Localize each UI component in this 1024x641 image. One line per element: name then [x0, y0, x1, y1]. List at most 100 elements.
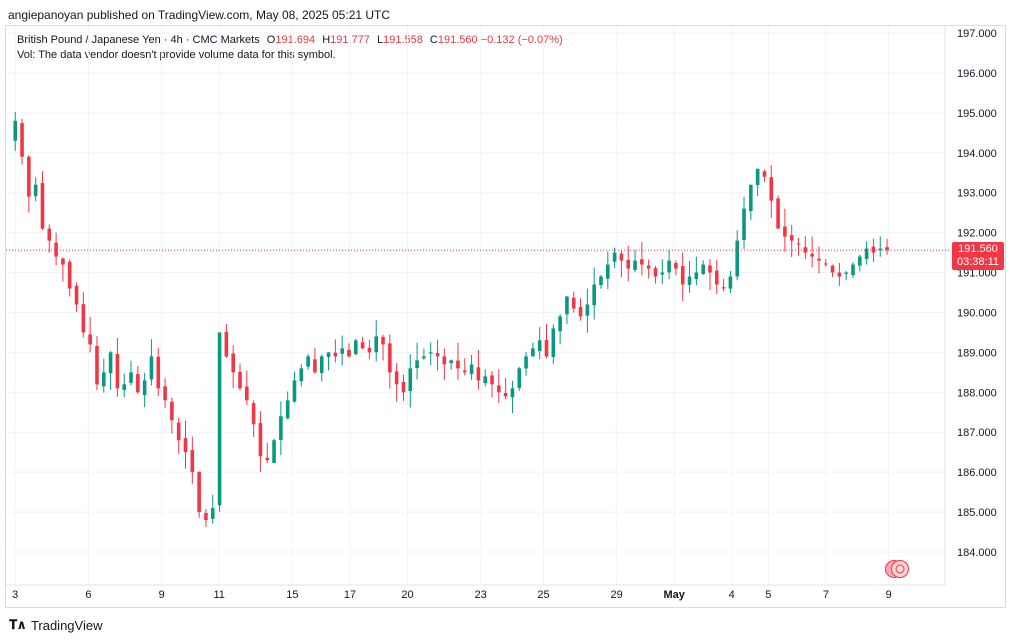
symbol-legend: British Pound / Japanese Yen · 4h · CMC …	[17, 33, 563, 63]
change-value: −0.132 (−0.07%)	[480, 34, 563, 46]
candle-body	[217, 332, 222, 506]
candle-body	[170, 401, 174, 421]
candle-body	[619, 253, 624, 261]
candle-body	[224, 331, 229, 357]
candle-body	[640, 259, 644, 265]
candle-body	[279, 416, 283, 440]
candle-body	[442, 356, 447, 365]
candle-body	[612, 252, 617, 262]
candle-body	[299, 368, 304, 382]
candle-body	[483, 376, 488, 384]
candle-body	[837, 272, 842, 277]
candle-body	[122, 384, 127, 390]
candle-body	[333, 352, 338, 357]
candle-body	[517, 368, 522, 388]
candle-body	[353, 340, 358, 355]
candle-body	[313, 359, 317, 373]
candle-body	[394, 371, 399, 385]
candle-body	[319, 356, 324, 373]
symbol-name[interactable]: British Pound / Japanese Yen · 4h · CMC …	[17, 34, 260, 46]
y-tick-label: 184.000	[957, 547, 997, 559]
candle-body	[33, 184, 38, 197]
candle-body	[67, 261, 72, 289]
candle-body	[408, 368, 413, 392]
candle-body	[360, 342, 365, 349]
candle-body	[129, 372, 133, 383]
candle-body	[54, 242, 58, 257]
candle-body	[476, 367, 481, 381]
x-tick-label: 25	[537, 589, 549, 601]
x-tick-label: 17	[344, 589, 356, 601]
candle-body	[190, 450, 195, 473]
candle-body	[742, 208, 746, 241]
candle-body	[306, 356, 310, 367]
candle-body	[694, 272, 699, 280]
candle-body	[204, 512, 208, 521]
candle-body	[251, 403, 256, 425]
publisher-line: angiepanoyan published on TradingView.co…	[8, 8, 391, 22]
candle-body	[524, 356, 528, 369]
candle-body	[61, 258, 65, 265]
candle-body	[245, 386, 249, 401]
candle-body	[449, 360, 453, 364]
candle-body	[74, 285, 79, 305]
candle-body	[183, 438, 188, 453]
candle-body	[878, 248, 883, 251]
candle-body	[176, 422, 181, 441]
candle-body	[776, 198, 780, 229]
y-tick-label: 189.000	[957, 347, 997, 359]
candle-body	[551, 328, 556, 357]
candle-body	[422, 356, 426, 359]
candle-body	[599, 276, 603, 286]
candle-body	[810, 253, 814, 257]
candle-body	[340, 348, 344, 354]
low-value: 191.558	[383, 34, 423, 46]
chart-frame	[5, 25, 1006, 608]
candle-body	[844, 272, 848, 274]
candle-body	[578, 307, 583, 317]
candle-body	[755, 168, 760, 185]
candle-body	[272, 440, 276, 463]
candle-body	[789, 235, 794, 241]
candle-body	[708, 265, 712, 273]
candle-body	[864, 248, 869, 259]
candle-body	[388, 343, 392, 373]
close-value: 191.560	[437, 34, 478, 46]
open-label: O	[266, 34, 276, 46]
candle-body	[95, 346, 99, 385]
candle-body	[660, 272, 665, 275]
news-events-icon[interactable]	[885, 558, 909, 580]
y-tick-label: 188.000	[957, 387, 997, 399]
candle-body	[823, 263, 828, 265]
candle-body	[830, 265, 835, 273]
candle-body	[231, 353, 235, 373]
candle-body	[265, 457, 270, 461]
candle-body	[108, 352, 113, 374]
candle-body	[401, 382, 406, 393]
current-price-value: 191.560	[958, 243, 998, 255]
candle-body	[803, 247, 808, 253]
footer-brand[interactable]: TradingView	[30, 617, 103, 633]
y-tick-label: 187.000	[957, 427, 997, 439]
candle-body	[646, 265, 651, 269]
y-tick-label: 192.000	[957, 228, 997, 240]
x-tick-label: 15	[286, 589, 298, 601]
candle-body	[210, 508, 215, 519]
candle-body	[701, 264, 705, 275]
candle-body	[626, 259, 631, 269]
candle-body	[885, 247, 889, 251]
candle-body	[415, 360, 419, 369]
candle-body	[285, 400, 290, 419]
x-tick-label: 20	[401, 589, 413, 601]
candle-body	[531, 348, 535, 357]
candle-body	[367, 347, 372, 353]
candle-body	[503, 392, 508, 397]
candle-body	[687, 276, 692, 285]
candle-body	[326, 352, 331, 357]
y-tick-label: 186.000	[957, 467, 997, 479]
candle-body	[27, 156, 31, 197]
y-tick-label: 191.000	[957, 268, 997, 280]
candle-body	[721, 287, 726, 289]
candle-body	[40, 183, 45, 229]
